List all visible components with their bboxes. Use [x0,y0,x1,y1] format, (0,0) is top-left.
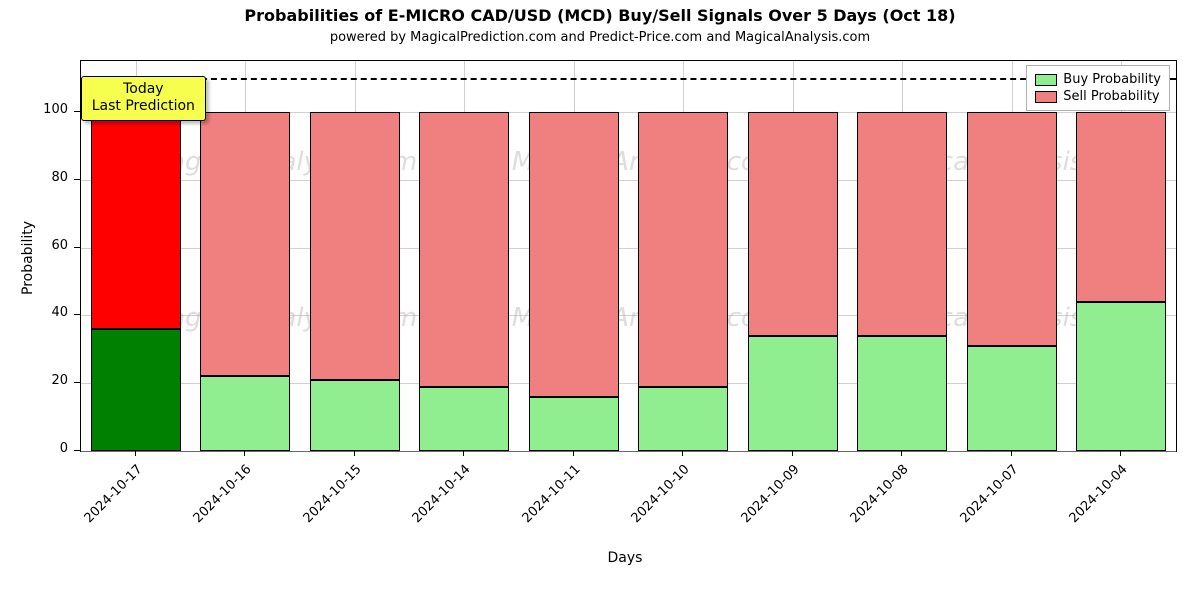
y-tick-mark [74,179,80,180]
legend-label-buy: Buy Probability [1063,72,1161,87]
y-tick-label: 80 [0,170,68,185]
bar-sell [91,112,181,329]
y-tick-mark [74,314,80,315]
legend-swatch-buy [1035,74,1057,86]
bar-sell [638,112,728,387]
grid-line [81,451,1176,452]
bar-sell [529,112,619,397]
y-tick-label: 40 [0,305,68,320]
bar-sell [419,112,509,387]
chart-figure: Probabilities of E-MICRO CAD/USD (MCD) B… [0,0,1200,600]
bar-buy [748,336,838,451]
x-tick-label: 2024-10-17 [64,462,145,543]
bar-sell [310,112,400,380]
bar-buy [1076,302,1166,451]
callout-line-2: Last Prediction [92,98,195,116]
x-tick-label: 2024-10-04 [1050,462,1131,543]
today-callout: Today Last Prediction [81,76,206,121]
y-tick-mark [74,450,80,451]
bar-buy [310,380,400,451]
y-axis-label: Probability [20,221,36,295]
bar-buy [419,387,509,451]
bar-buy [200,376,290,451]
x-tick-mark [901,450,902,456]
chart-subtitle: powered by MagicalPrediction.com and Pre… [0,30,1200,45]
chart-title: Probabilities of E-MICRO CAD/USD (MCD) B… [0,6,1200,25]
bar-sell [200,112,290,377]
bar-buy [857,336,947,451]
y-tick-mark [74,382,80,383]
legend-swatch-sell [1035,91,1057,103]
bar-sell [857,112,947,336]
bar-buy [529,397,619,451]
x-tick-mark [573,450,574,456]
x-tick-mark [682,450,683,456]
x-tick-mark [354,450,355,456]
x-axis-label: Days [608,550,643,566]
x-tick-mark [463,450,464,456]
legend: Buy Probability Sell Probability [1026,65,1170,111]
x-tick-label: 2024-10-10 [612,462,693,543]
legend-item-sell: Sell Probability [1035,89,1161,104]
bar-buy [967,346,1057,451]
bar-sell [967,112,1057,346]
x-tick-label: 2024-10-11 [502,462,583,543]
x-tick-mark [244,450,245,456]
x-tick-mark [1120,450,1121,456]
plot-area: MagicalAnalysis.comMagicalAnalysis.comMa… [80,60,1177,452]
legend-item-buy: Buy Probability [1035,72,1161,87]
bar-buy [638,387,728,451]
bar-buy [91,329,181,451]
x-tick-label: 2024-10-16 [174,462,255,543]
y-tick-mark [74,111,80,112]
y-tick-mark [74,247,80,248]
x-tick-mark [135,450,136,456]
today-reference-line [81,78,1176,80]
callout-line-1: Today [92,81,195,99]
x-tick-label: 2024-10-07 [940,462,1021,543]
legend-label-sell: Sell Probability [1063,89,1159,104]
x-tick-label: 2024-10-09 [721,462,802,543]
bar-sell [1076,112,1166,302]
x-tick-label: 2024-10-08 [831,462,912,543]
y-tick-label: 0 [0,441,68,456]
x-tick-mark [792,450,793,456]
bar-sell [748,112,838,336]
y-tick-label: 100 [0,102,68,117]
x-tick-mark [1011,450,1012,456]
x-tick-label: 2024-10-14 [393,462,474,543]
x-tick-label: 2024-10-15 [283,462,364,543]
y-tick-label: 20 [0,373,68,388]
